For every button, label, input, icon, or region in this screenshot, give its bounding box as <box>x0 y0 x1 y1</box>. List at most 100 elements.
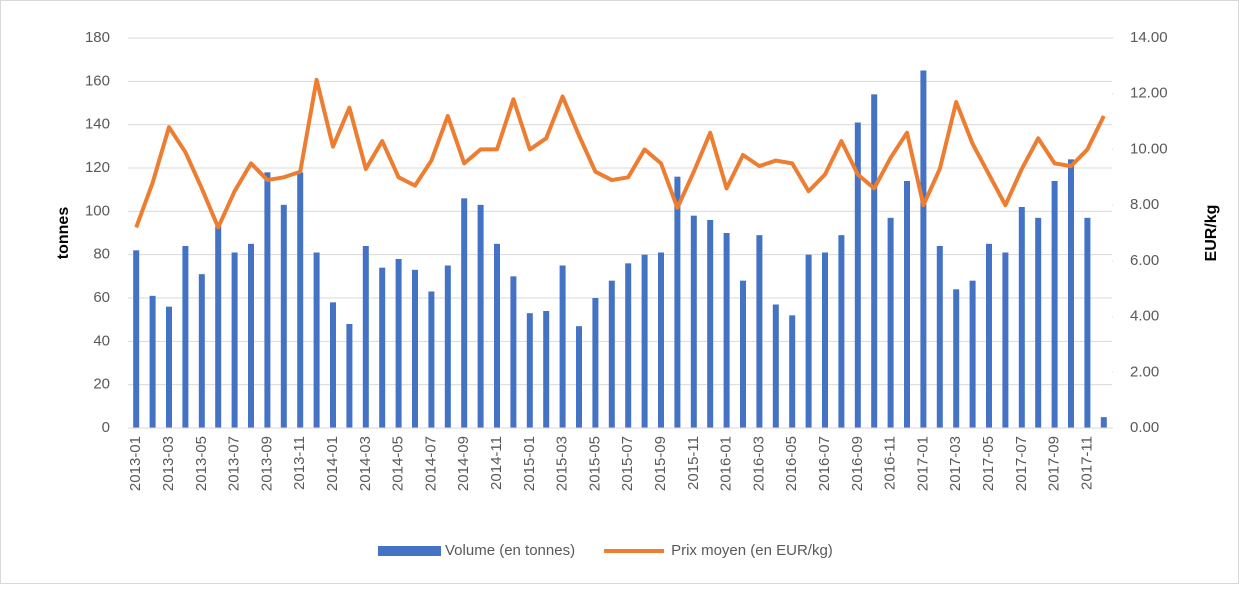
bar <box>395 259 402 428</box>
x-tick-label: 2015-01 <box>521 436 538 491</box>
x-tick-label: 2014-03 <box>357 436 374 491</box>
bar <box>625 263 632 428</box>
bar <box>297 172 304 428</box>
bar <box>182 246 189 428</box>
x-tick-label: 2016-09 <box>849 436 866 491</box>
bar <box>592 298 599 428</box>
x-tick-label: 2013-05 <box>193 436 210 491</box>
bar <box>444 265 451 428</box>
bar <box>1018 207 1025 428</box>
bar <box>559 265 566 428</box>
bar <box>641 254 648 428</box>
bar <box>428 291 435 428</box>
x-tick-label: 2016-11 <box>882 436 899 490</box>
bar <box>805 254 812 428</box>
line <box>134 77 1106 230</box>
bar <box>313 252 320 428</box>
bar <box>904 181 910 428</box>
legend-swatch <box>378 546 441 556</box>
bar <box>576 326 582 428</box>
bar <box>231 252 238 428</box>
y-tick-label: 20 <box>93 376 110 393</box>
x-tick-label: 2013-11 <box>291 436 308 490</box>
y-tick-label: 80 <box>93 246 110 263</box>
bar <box>789 315 796 428</box>
bar <box>953 289 960 428</box>
x-tick-label: 2015-07 <box>619 436 636 491</box>
bar <box>608 280 615 428</box>
x-tick-label: 2016-03 <box>750 436 767 491</box>
bar <box>198 274 205 428</box>
bar <box>1002 252 1009 428</box>
bar <box>936 246 943 428</box>
y2-tick-label: 14.00 <box>1130 29 1168 46</box>
x-tick-label: 2014-07 <box>422 436 439 491</box>
x-tick-label: 2013-09 <box>258 436 275 491</box>
y-tick-label: 100 <box>85 202 110 219</box>
x-tick-label: 2014-05 <box>390 436 407 491</box>
bar <box>723 233 730 428</box>
bar <box>477 204 484 428</box>
bar <box>887 217 894 428</box>
y2-tick-label: 4.00 <box>1130 308 1159 325</box>
x-tick-label: 2015-09 <box>652 436 669 491</box>
x-tick-label: 2017-09 <box>1046 436 1063 491</box>
y2-tick-label: 8.00 <box>1130 196 1159 213</box>
bar <box>674 176 681 428</box>
bar <box>986 243 992 428</box>
bar <box>543 311 550 428</box>
bar <box>838 235 845 428</box>
bar <box>346 324 353 428</box>
bar <box>1051 181 1058 428</box>
bar <box>494 243 500 428</box>
bar <box>362 246 369 428</box>
x-tick-label: 2013-01 <box>127 436 144 491</box>
y-tick-label: 0 <box>102 419 110 436</box>
bar <box>248 243 254 428</box>
bar <box>264 172 271 428</box>
bar <box>690 215 697 428</box>
bar <box>149 295 156 428</box>
x-tick-label: 2016-05 <box>783 436 800 491</box>
y2-tick-label: 6.00 <box>1130 252 1159 269</box>
bar <box>658 252 664 428</box>
x-tick-label: 2013-03 <box>160 436 177 491</box>
x-tick-label: 2014-09 <box>455 436 472 491</box>
x-tick-label: 2017-01 <box>914 436 931 491</box>
bar <box>740 280 746 428</box>
y-tick-label: 120 <box>85 159 110 176</box>
y2-tick-label: 12.00 <box>1130 85 1168 102</box>
y-tick-label: 60 <box>93 289 110 306</box>
bar <box>166 306 172 428</box>
y-tick-label: 40 <box>93 332 110 349</box>
y-tick-label: 140 <box>85 116 110 133</box>
bar <box>871 94 878 428</box>
bar <box>510 276 517 428</box>
x-tick-label: 2015-05 <box>586 436 603 491</box>
bar <box>920 70 927 428</box>
x-tick-label: 2013-07 <box>226 436 243 491</box>
x-tick-label: 2017-05 <box>980 436 997 491</box>
y-tick-label: 180 <box>85 29 110 46</box>
x-tick-label: 2017-11 <box>1078 436 1095 490</box>
bar <box>330 302 336 428</box>
bar <box>822 252 828 428</box>
x-tick-label: 2015-11 <box>685 436 702 490</box>
x-tick-label: 2014-01 <box>324 436 341 491</box>
x-tick-label: 2015-03 <box>554 436 571 491</box>
x-tick-label: 2016-07 <box>816 436 833 491</box>
x-tick-label: 2017-03 <box>947 436 964 491</box>
bar <box>772 304 779 428</box>
bar <box>854 122 861 428</box>
legend-label: Volume (en tonnes) <box>445 542 575 559</box>
legend-label: Prix moyen (en EUR/kg) <box>671 542 833 559</box>
y-tick-label: 160 <box>85 72 110 89</box>
bar <box>280 204 287 428</box>
bar <box>756 235 763 428</box>
bar <box>526 313 533 428</box>
bar <box>133 250 140 428</box>
y2-axis-title: EUR/kg <box>1203 205 1220 262</box>
bar <box>379 267 386 428</box>
